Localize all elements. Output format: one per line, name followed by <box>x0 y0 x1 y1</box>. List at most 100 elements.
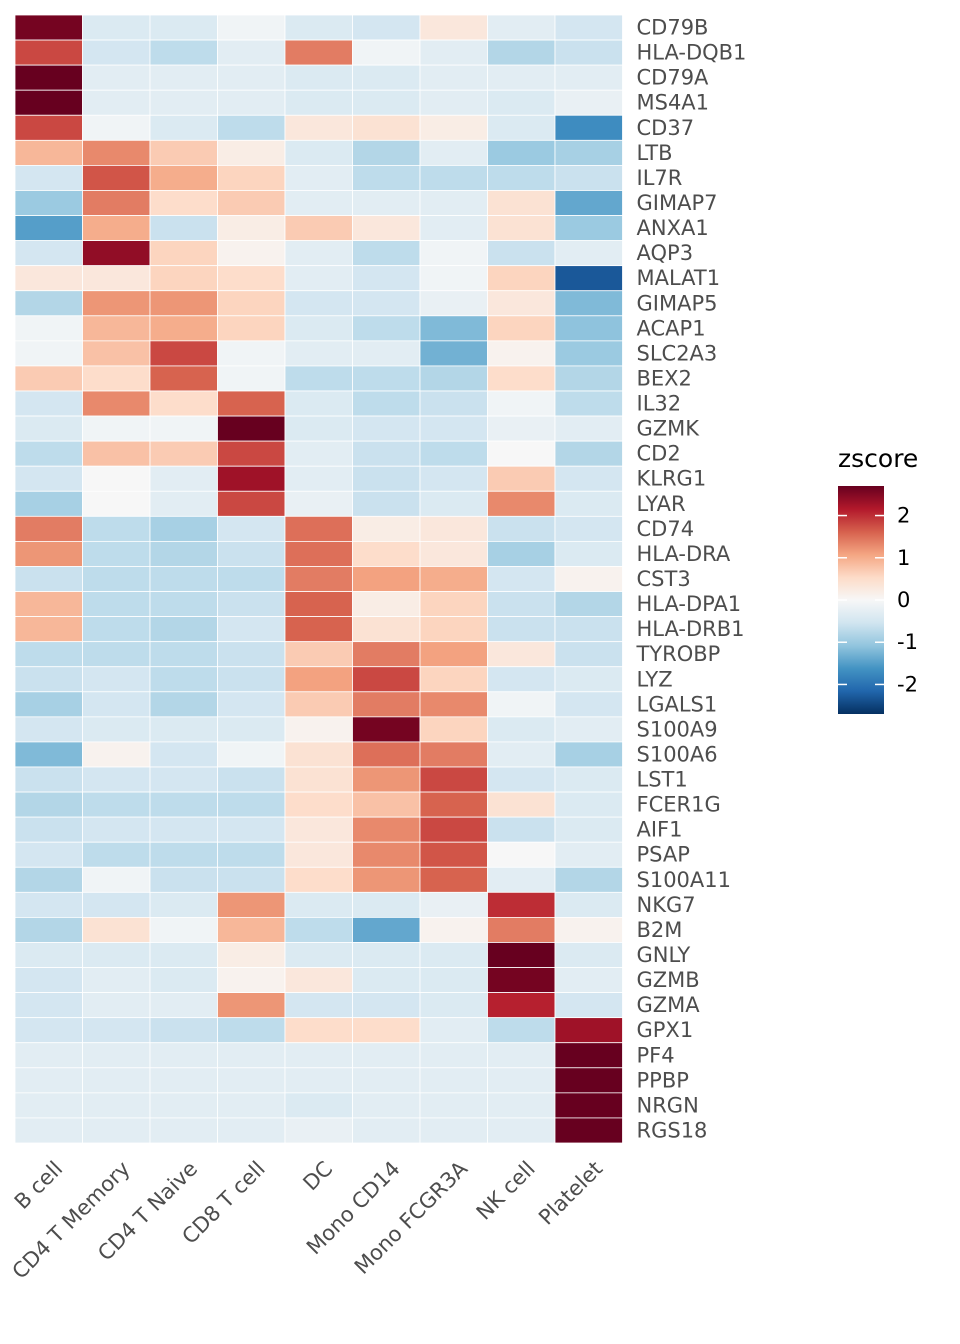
heatmap-cell <box>149 340 218 367</box>
heatmap-cell <box>14 741 83 768</box>
cell-type-label: Mono FCGR3A <box>350 1156 473 1279</box>
heatmap-cell <box>487 390 556 417</box>
heatmap-cell <box>284 942 353 968</box>
heatmap-cell <box>284 1117 353 1144</box>
heatmap-cell <box>352 766 421 793</box>
heatmap-cell <box>487 340 556 367</box>
heatmap-cell <box>284 465 353 492</box>
heatmap-cell <box>284 766 353 793</box>
heatmap-cell <box>352 240 421 267</box>
heatmap-cell <box>149 415 218 442</box>
heatmap-cell <box>14 64 83 91</box>
heatmap-cell <box>554 942 623 968</box>
heatmap-cell <box>217 841 286 868</box>
heatmap-cell <box>419 992 488 1019</box>
heatmap-cell <box>554 490 623 517</box>
heatmap-cell <box>149 290 218 317</box>
heatmap-cell <box>217 591 286 617</box>
heatmap-cell <box>487 566 556 592</box>
heatmap-cell <box>352 1042 421 1069</box>
heatmap-cell <box>217 64 286 91</box>
heatmap-cell <box>554 415 623 442</box>
heatmap-cell <box>487 490 556 517</box>
heatmap-cell <box>487 39 556 66</box>
heatmap-cell <box>14 917 83 943</box>
heatmap-cell <box>419 691 488 718</box>
heatmap-cell <box>419 566 488 592</box>
gene-label: LGALS1 <box>637 692 718 716</box>
heatmap-cell <box>82 240 151 267</box>
heatmap-cell <box>487 365 556 392</box>
heatmap-cell <box>82 716 151 743</box>
heatmap-cell <box>419 290 488 317</box>
heatmap-cell <box>487 641 556 668</box>
gene-label: S100A11 <box>637 868 732 892</box>
heatmap-cell <box>284 490 353 517</box>
heatmap-cell <box>82 866 151 893</box>
heatmap-cell <box>14 841 83 868</box>
gene-label: CD79B <box>637 16 709 40</box>
heatmap-cell <box>14 1017 83 1044</box>
heatmap-cell <box>487 766 556 793</box>
heatmap-cell <box>284 390 353 417</box>
heatmap-cell <box>487 891 556 918</box>
heatmap-cell <box>149 14 218 41</box>
heatmap-cell <box>419 114 488 141</box>
gene-label: GPX1 <box>637 1018 694 1042</box>
heatmap-cell <box>419 866 488 893</box>
heatmap-cell <box>217 691 286 718</box>
heatmap-cell <box>487 240 556 267</box>
heatmap-cell <box>14 215 83 242</box>
heatmap-cell <box>352 290 421 317</box>
heatmap-cell <box>217 290 286 317</box>
heatmap-cell <box>82 741 151 768</box>
heatmap-cell <box>487 1117 556 1144</box>
heatmap-cell <box>217 917 286 943</box>
gene-label: GZMK <box>637 417 701 441</box>
heatmap-cell <box>419 641 488 668</box>
heatmap-cell <box>14 791 83 818</box>
heatmap-cell <box>82 14 151 41</box>
heatmap-cell <box>82 816 151 843</box>
heatmap-cell <box>352 14 421 41</box>
heatmap-cell <box>487 992 556 1019</box>
heatmap-cell <box>217 942 286 968</box>
heatmap-cell <box>419 591 488 617</box>
heatmap-cell <box>149 215 218 242</box>
heatmap-cell <box>284 365 353 392</box>
heatmap-cell <box>352 465 421 492</box>
heatmap-cell <box>149 515 218 542</box>
heatmap-cell <box>487 716 556 743</box>
heatmap-cell <box>284 215 353 242</box>
legend-tick-label: -2 <box>897 672 918 696</box>
gene-label: LTB <box>637 141 673 165</box>
heatmap-cell <box>419 917 488 943</box>
gene-label: NRGN <box>637 1093 699 1117</box>
heatmap-cell <box>217 816 286 843</box>
heatmap-cell <box>217 340 286 367</box>
heatmap-cell <box>149 967 218 993</box>
heatmap-cell <box>217 666 286 693</box>
heatmap-cell <box>82 967 151 993</box>
heatmap-cell <box>82 340 151 367</box>
heatmap-cell <box>82 39 151 66</box>
heatmap-cell <box>554 967 623 993</box>
heatmap-cell <box>82 64 151 91</box>
heatmap-cell <box>352 891 421 918</box>
gene-label: ACAP1 <box>637 316 706 340</box>
heatmap-cell <box>149 616 218 643</box>
heatmap-cell <box>217 139 286 166</box>
heatmap-cell <box>352 89 421 116</box>
heatmap-cell <box>419 390 488 417</box>
heatmap-cell <box>419 666 488 693</box>
heatmap-cell <box>419 164 488 191</box>
heatmap-cell <box>149 1117 218 1144</box>
heatmap-cell <box>149 490 218 517</box>
heatmap-cell <box>352 139 421 166</box>
heatmap-cell <box>554 89 623 116</box>
heatmap-cell <box>82 766 151 793</box>
heatmap-cell <box>14 114 83 141</box>
heatmap-cell <box>352 390 421 417</box>
heatmap-cell <box>554 39 623 66</box>
heatmap-cell <box>352 666 421 693</box>
